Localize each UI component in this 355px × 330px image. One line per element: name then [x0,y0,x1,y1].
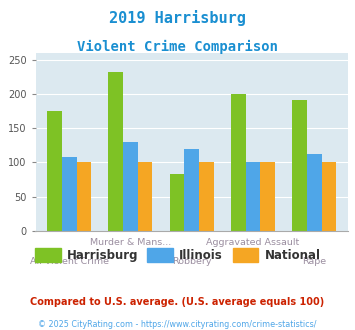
Bar [292,100,307,231]
Text: Violent Crime Comparison: Violent Crime Comparison [77,40,278,54]
Text: Compared to U.S. average. (U.S. average equals 100): Compared to U.S. average. (U.S. average … [31,297,324,307]
Bar [231,94,246,231]
Bar [138,162,153,231]
Bar [108,72,123,231]
Text: Rape: Rape [302,257,326,266]
Bar [170,174,184,231]
Text: Murder & Mans...: Murder & Mans... [90,238,171,247]
Bar [47,111,62,231]
Bar [199,162,214,231]
Text: All Violent Crime: All Violent Crime [30,257,109,266]
Bar [246,162,260,231]
Text: © 2025 CityRating.com - https://www.cityrating.com/crime-statistics/: © 2025 CityRating.com - https://www.city… [38,320,317,329]
Bar [260,162,275,231]
Bar [322,162,336,231]
Text: Aggravated Assault: Aggravated Assault [206,238,300,247]
Bar [184,149,199,231]
Legend: Harrisburg, Illinois, National: Harrisburg, Illinois, National [30,243,325,266]
Bar [62,157,77,231]
Text: 2019 Harrisburg: 2019 Harrisburg [109,10,246,26]
Bar [307,153,322,231]
Bar [77,162,91,231]
Bar [123,142,138,231]
Text: Robbery: Robbery [172,257,212,266]
